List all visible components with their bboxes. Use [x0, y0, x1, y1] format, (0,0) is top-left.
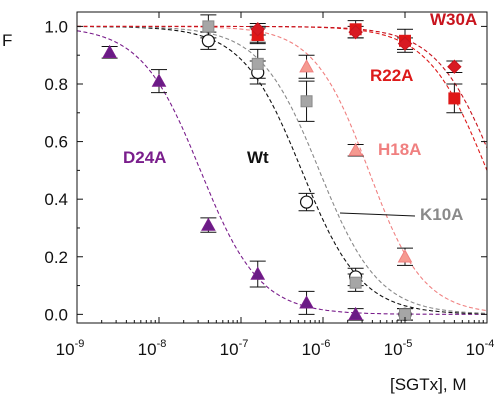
data-point-d24a — [299, 295, 314, 309]
data-point-k10a — [300, 95, 313, 108]
y-tick-label: 0.8 — [44, 75, 68, 94]
series-label-w30a: W30A — [430, 10, 477, 29]
series-labels: D24A Wt K10A H18A R22A W30A — [123, 10, 477, 224]
x-tick-label: 10-9 — [56, 338, 85, 359]
x-axis-label: [SGTx], M — [390, 375, 467, 394]
y-tick-label: 0.2 — [44, 248, 68, 267]
fit-curve-d24a — [76, 30, 487, 315]
data-point-w30a — [250, 22, 265, 37]
fit-curve-h18a — [77, 25, 488, 312]
data-point-h18a — [348, 142, 363, 156]
data-markers — [102, 20, 462, 321]
x-tick-label: 10-7 — [220, 338, 249, 359]
data-point-k10a — [202, 20, 215, 33]
y-tick-label: 0.6 — [44, 133, 68, 152]
data-point-k10a — [349, 276, 362, 289]
data-point-d24a — [151, 73, 167, 87]
fit-curve-wt — [76, 25, 487, 315]
plot-frame — [76, 11, 488, 324]
data-point-wt — [201, 34, 215, 48]
error-bars — [101, 14, 463, 321]
series-label-k10a: K10A — [420, 205, 463, 224]
x-tick-label: 10-5 — [384, 338, 413, 359]
x-tick-label: 10-8 — [138, 338, 167, 359]
fit-curves — [76, 25, 488, 315]
data-point-w30a — [348, 24, 363, 40]
data-point-k10a — [251, 57, 264, 70]
x-tick-label: 10-4 — [466, 338, 495, 359]
data-point-d24a — [348, 306, 363, 321]
data-point-wt — [299, 195, 314, 209]
series-label-h18a: H18A — [378, 140, 421, 159]
data-point-d24a — [201, 217, 216, 231]
y-tick-label: 1.0 — [44, 17, 68, 36]
data-point-d24a — [102, 44, 117, 59]
data-point-h18a — [397, 249, 413, 263]
y-tick-label: 0.4 — [44, 190, 68, 209]
series-label-wt: Wt — [247, 148, 269, 167]
data-point-r22a — [448, 92, 461, 105]
k10a-leader-line — [339, 212, 416, 217]
data-point-w30a — [447, 59, 462, 74]
data-point-d24a — [250, 266, 266, 280]
series-label-d24a: D24A — [123, 148, 166, 167]
fit-curve-k10a — [77, 25, 488, 314]
data-point-w30a — [397, 36, 413, 51]
y-axis-label: F — [2, 31, 12, 50]
y-tick-label: 0.0 — [44, 305, 68, 324]
fit-curve-w30a — [77, 25, 488, 149]
data-point-h18a — [299, 59, 314, 73]
axes: 0.0 0.2 0.4 0.6 0.8 1.0 10-9 10-8 10-7 10-6 10-5 10… — [44, 11, 495, 359]
series-label-r22a: R22A — [370, 66, 413, 85]
x-tick-label: 10-6 — [302, 338, 331, 359]
